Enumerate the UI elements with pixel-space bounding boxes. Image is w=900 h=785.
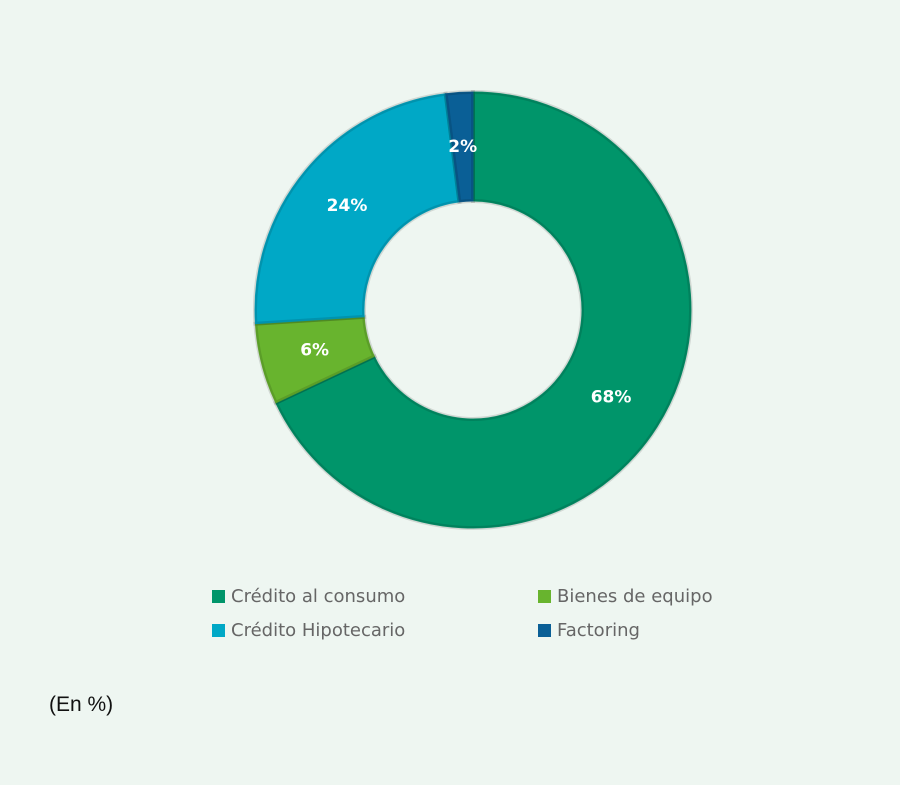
donut-slice-rim-factoring — [443, 89, 475, 205]
donut-chart: 68% 6% 24% 2% — [253, 89, 693, 530]
slice-label-credito-al-consumo: 68% — [591, 388, 632, 408]
legend-label-bienes-de-equipo: Bienes de equipo — [557, 586, 713, 607]
legend-item-bienes-de-equipo: Bienes de equipo — [538, 585, 768, 608]
donut-slice-credito-al-consumo — [275, 91, 692, 529]
slice-label-credito-hipotecario: 24% — [327, 196, 368, 216]
legend-label-credito-al-consumo: Crédito al consumo — [231, 586, 406, 607]
legend-label-factoring: Factoring — [557, 620, 640, 641]
legend-item-credito-al-consumo: Crédito al consumo — [212, 585, 538, 608]
units-note: (En %) — [49, 693, 114, 716]
legend-swatch-bienes-de-equipo — [538, 590, 551, 603]
donut-slice-rim-credito-al-consumo — [273, 89, 693, 530]
chart-legend: Crédito al consumo Bienes de equipo Créd… — [212, 585, 772, 642]
donut-slice-labels: 68% 6% 24% 2% — [300, 137, 631, 408]
legend-item-factoring: Factoring — [538, 619, 768, 642]
slice-label-bienes-de-equipo: 6% — [300, 341, 329, 361]
donut-slice-credito-hipotecario — [254, 93, 460, 325]
donut-slice-rim-credito-hipotecario — [253, 91, 462, 326]
donut-slice-factoring — [445, 91, 474, 203]
legend-label-credito-hipotecario: Crédito Hipotecario — [231, 620, 406, 641]
legend-item-credito-hipotecario: Crédito Hipotecario — [212, 619, 538, 642]
slice-label-factoring: 2% — [448, 137, 477, 157]
legend-swatch-credito-hipotecario — [212, 624, 225, 637]
legend-swatch-factoring — [538, 624, 551, 637]
donut-slices — [253, 89, 693, 530]
legend-swatch-credito-al-consumo — [212, 590, 225, 603]
